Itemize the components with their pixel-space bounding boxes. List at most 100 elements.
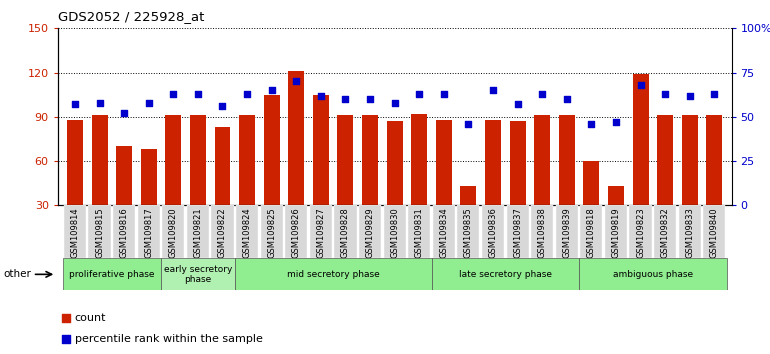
Point xyxy=(585,121,598,127)
FancyBboxPatch shape xyxy=(285,205,307,258)
Bar xyxy=(141,149,157,250)
FancyBboxPatch shape xyxy=(260,205,283,258)
Text: GSM109814: GSM109814 xyxy=(71,207,79,258)
FancyBboxPatch shape xyxy=(482,205,504,258)
FancyBboxPatch shape xyxy=(433,205,455,258)
Bar xyxy=(436,120,452,250)
FancyBboxPatch shape xyxy=(629,205,651,258)
Point xyxy=(60,336,72,342)
Bar xyxy=(67,120,83,250)
Bar xyxy=(387,121,403,250)
Text: GSM109819: GSM109819 xyxy=(611,207,621,258)
Text: GSM109830: GSM109830 xyxy=(390,207,399,258)
Bar xyxy=(337,115,353,250)
Text: count: count xyxy=(75,313,106,323)
Point xyxy=(511,102,524,107)
Bar xyxy=(632,74,648,250)
Point xyxy=(241,91,253,97)
Bar xyxy=(263,95,280,250)
Bar xyxy=(681,115,698,250)
Point xyxy=(93,100,105,105)
FancyBboxPatch shape xyxy=(161,258,235,290)
FancyBboxPatch shape xyxy=(310,205,332,258)
Point xyxy=(216,103,229,109)
FancyBboxPatch shape xyxy=(235,258,431,290)
Point xyxy=(60,315,72,321)
Text: GSM109817: GSM109817 xyxy=(144,207,153,258)
Text: GSM109834: GSM109834 xyxy=(440,207,448,258)
Point xyxy=(610,119,622,125)
FancyBboxPatch shape xyxy=(654,205,676,258)
FancyBboxPatch shape xyxy=(579,258,727,290)
Text: GSM109840: GSM109840 xyxy=(710,207,718,258)
FancyBboxPatch shape xyxy=(507,205,529,258)
Text: GSM109815: GSM109815 xyxy=(95,207,104,258)
FancyBboxPatch shape xyxy=(212,205,233,258)
Text: GSM109839: GSM109839 xyxy=(562,207,571,258)
Point xyxy=(69,102,81,107)
Point xyxy=(561,96,573,102)
Text: GSM109825: GSM109825 xyxy=(267,207,276,258)
Text: percentile rank within the sample: percentile rank within the sample xyxy=(75,334,263,344)
FancyBboxPatch shape xyxy=(359,205,381,258)
FancyBboxPatch shape xyxy=(556,205,578,258)
FancyBboxPatch shape xyxy=(138,205,160,258)
Point xyxy=(536,91,548,97)
Text: GSM109838: GSM109838 xyxy=(537,207,547,258)
Text: GSM109828: GSM109828 xyxy=(341,207,350,258)
FancyBboxPatch shape xyxy=(236,205,258,258)
Bar xyxy=(215,127,230,250)
FancyBboxPatch shape xyxy=(64,205,86,258)
FancyBboxPatch shape xyxy=(431,258,579,290)
Point xyxy=(192,91,204,97)
Text: GSM109836: GSM109836 xyxy=(488,207,497,258)
FancyBboxPatch shape xyxy=(678,205,701,258)
Point xyxy=(634,82,647,88)
Point xyxy=(118,110,130,116)
Bar xyxy=(190,115,206,250)
Point xyxy=(388,100,400,105)
FancyBboxPatch shape xyxy=(457,205,480,258)
Bar xyxy=(534,115,550,250)
Bar xyxy=(584,161,599,250)
Point xyxy=(266,87,278,93)
FancyBboxPatch shape xyxy=(703,205,725,258)
Bar xyxy=(116,146,132,250)
Bar xyxy=(239,115,255,250)
Bar xyxy=(313,95,329,250)
Point xyxy=(315,93,327,98)
Point xyxy=(340,96,352,102)
Bar xyxy=(166,115,181,250)
Bar xyxy=(485,120,501,250)
Text: GSM109824: GSM109824 xyxy=(243,207,252,258)
Text: late secretory phase: late secretory phase xyxy=(459,270,552,279)
Text: GSM109827: GSM109827 xyxy=(316,207,326,258)
Point xyxy=(290,79,303,84)
Bar xyxy=(92,115,108,250)
Bar xyxy=(608,186,624,250)
Text: GDS2052 / 225928_at: GDS2052 / 225928_at xyxy=(58,10,204,23)
Text: GSM109818: GSM109818 xyxy=(587,207,596,258)
Text: GSM109816: GSM109816 xyxy=(119,207,129,258)
Point xyxy=(413,91,425,97)
Bar xyxy=(460,186,477,250)
Text: GSM109820: GSM109820 xyxy=(169,207,178,258)
Text: early secretory
phase: early secretory phase xyxy=(164,265,232,284)
Text: mid secretory phase: mid secretory phase xyxy=(286,270,380,279)
Point xyxy=(167,91,179,97)
Point xyxy=(708,91,721,97)
Bar xyxy=(657,115,673,250)
FancyBboxPatch shape xyxy=(605,205,627,258)
Text: GSM109829: GSM109829 xyxy=(366,207,374,258)
Point xyxy=(684,93,696,98)
Text: GSM109822: GSM109822 xyxy=(218,207,227,258)
Point xyxy=(142,100,155,105)
Text: GSM109832: GSM109832 xyxy=(661,207,670,258)
Point xyxy=(659,91,671,97)
FancyBboxPatch shape xyxy=(334,205,357,258)
Bar xyxy=(411,114,427,250)
Bar xyxy=(288,71,304,250)
FancyBboxPatch shape xyxy=(408,205,430,258)
FancyBboxPatch shape xyxy=(89,205,111,258)
Text: GSM109826: GSM109826 xyxy=(292,207,301,258)
